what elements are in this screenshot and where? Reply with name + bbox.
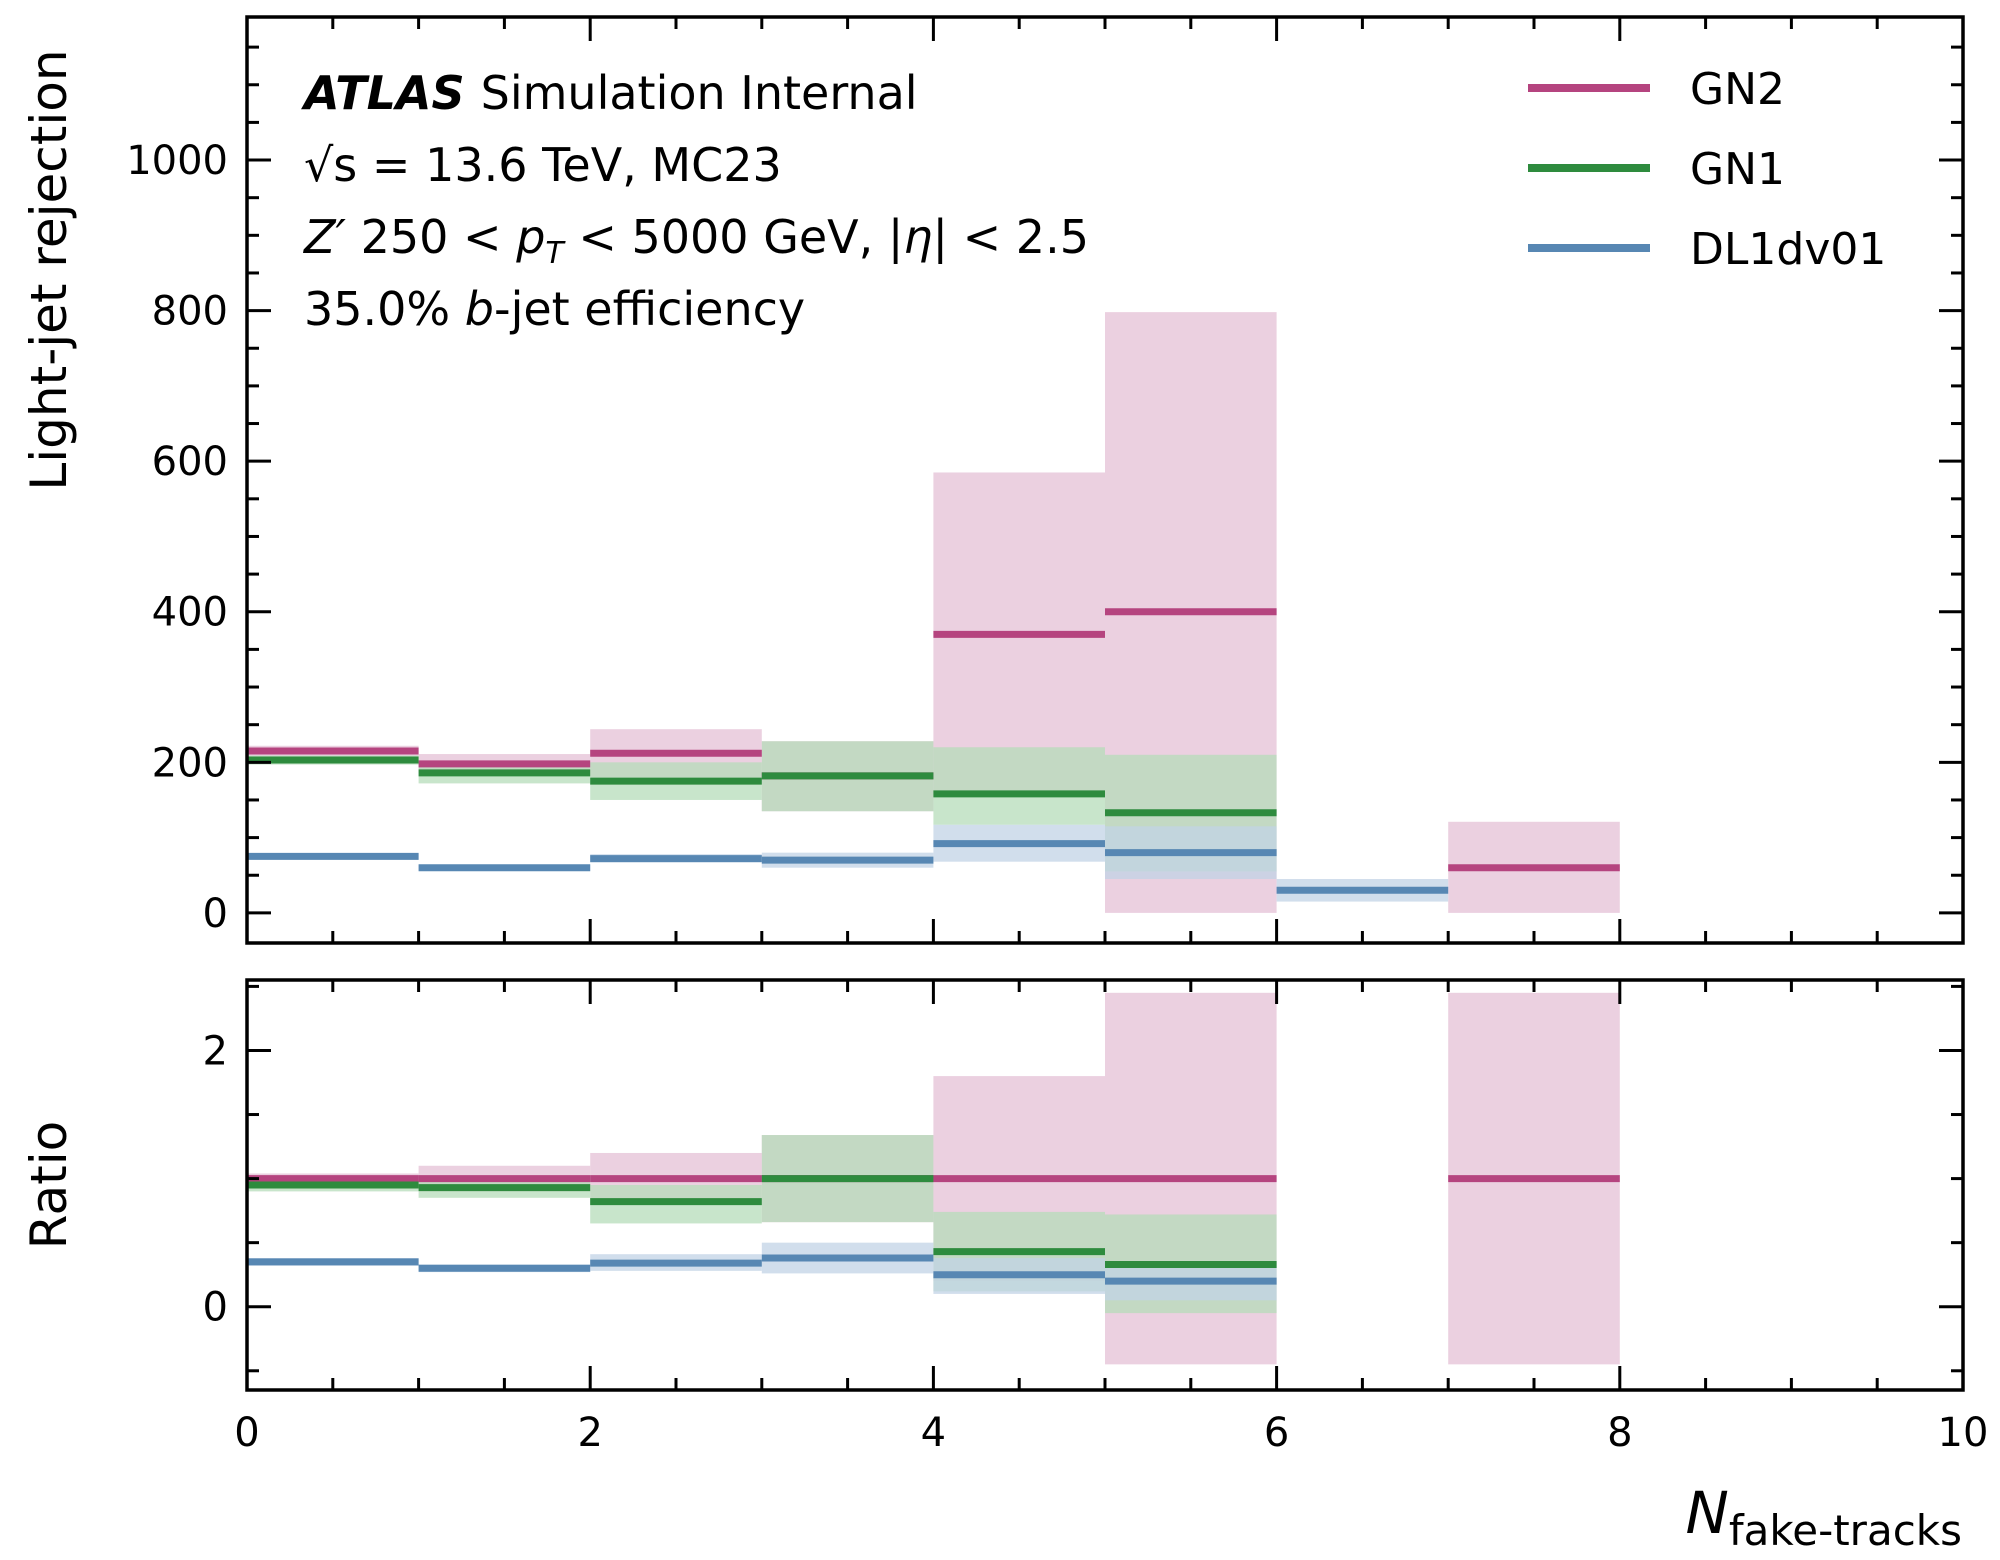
x-axis-title-sub: fake-tracks <box>1729 1506 1962 1555</box>
x-axis-title-main: N <box>1685 1479 1728 1547</box>
pt-range-low: 250 < <box>346 210 516 264</box>
top-y-tick-label: 400 <box>152 590 228 636</box>
ratio-panel-lines <box>247 1175 1620 1285</box>
top-y-axis-title: Light-jet rejection <box>20 49 78 490</box>
sqrt-s-symbol: √s <box>304 138 357 192</box>
pt-subscript: T <box>545 236 566 271</box>
zprime-symbol: Z′ <box>302 210 347 264</box>
energy-label: = 13.6 TeV, MC23 <box>357 138 781 192</box>
x-axis-title: Nfake-tracks <box>1685 1479 1962 1555</box>
top-panel-frame <box>245 15 1965 945</box>
atlas-annotation: ATLAS Simulation Internal √s = 13.6 TeV, … <box>301 66 1089 336</box>
top-y-tick-label: 600 <box>152 439 228 485</box>
top-y-tick-label: 800 <box>152 289 228 335</box>
eta-range: | < 2.5 <box>933 210 1089 265</box>
x-tick-label: 10 <box>1938 1410 1989 1456</box>
annotation-line-3: Z′ 250 < pT < 5000 GeV, |η| < 2.5 <box>302 210 1089 271</box>
axis-tick-labels: 0 2 4 6 8 10 0 200 400 600 800 1000 0 2 <box>126 138 1988 1456</box>
gn1-band-top-4 <box>933 747 1105 825</box>
atlas-label: ATLAS <box>301 66 465 120</box>
top-y-tick-label: 0 <box>203 891 228 937</box>
x-tick-label: 2 <box>577 1410 602 1456</box>
top-y-tick-label: 200 <box>152 740 228 786</box>
pt-symbol: p <box>515 210 545 264</box>
legend: GN2 GN1 DL1dv01 <box>1528 64 1886 275</box>
legend-label-dl1dv01: DL1dv01 <box>1690 224 1886 275</box>
ratio-y-axis-title: Ratio <box>20 1121 78 1249</box>
ratio-y-tick-label: 0 <box>203 1285 228 1331</box>
axis-ticks <box>247 17 1963 1390</box>
legend-label-gn1: GN1 <box>1690 144 1785 195</box>
x-tick-label: 0 <box>234 1410 259 1456</box>
annotation-line-2: √s = 13.6 TeV, MC23 <box>304 138 782 192</box>
eta-symbol: η <box>903 210 932 264</box>
top-y-tick-label: 1000 <box>126 138 228 184</box>
legend-label-gn2: GN2 <box>1690 64 1785 115</box>
ratio-panel-frame <box>245 978 1965 1392</box>
b-symbol: b <box>465 282 494 336</box>
ratio-y-tick-label: 2 <box>203 1028 228 1074</box>
annotation-line-1: ATLAS Simulation Internal <box>301 66 918 120</box>
status-label: Simulation Internal <box>481 66 918 120</box>
x-tick-label: 8 <box>1607 1410 1632 1456</box>
x-tick-label: 6 <box>1264 1410 1289 1456</box>
top-panel-lines <box>247 608 1620 894</box>
efficiency-value: 35.0% <box>304 282 465 336</box>
annotation-line-4: 35.0% b-jet efficiency <box>304 282 805 336</box>
x-tick-label: 4 <box>921 1410 946 1456</box>
efficiency-label: -jet efficiency <box>494 282 805 336</box>
top-panel-bands <box>247 312 1620 913</box>
pt-range-high: < 5000 GeV, | <box>564 210 904 265</box>
